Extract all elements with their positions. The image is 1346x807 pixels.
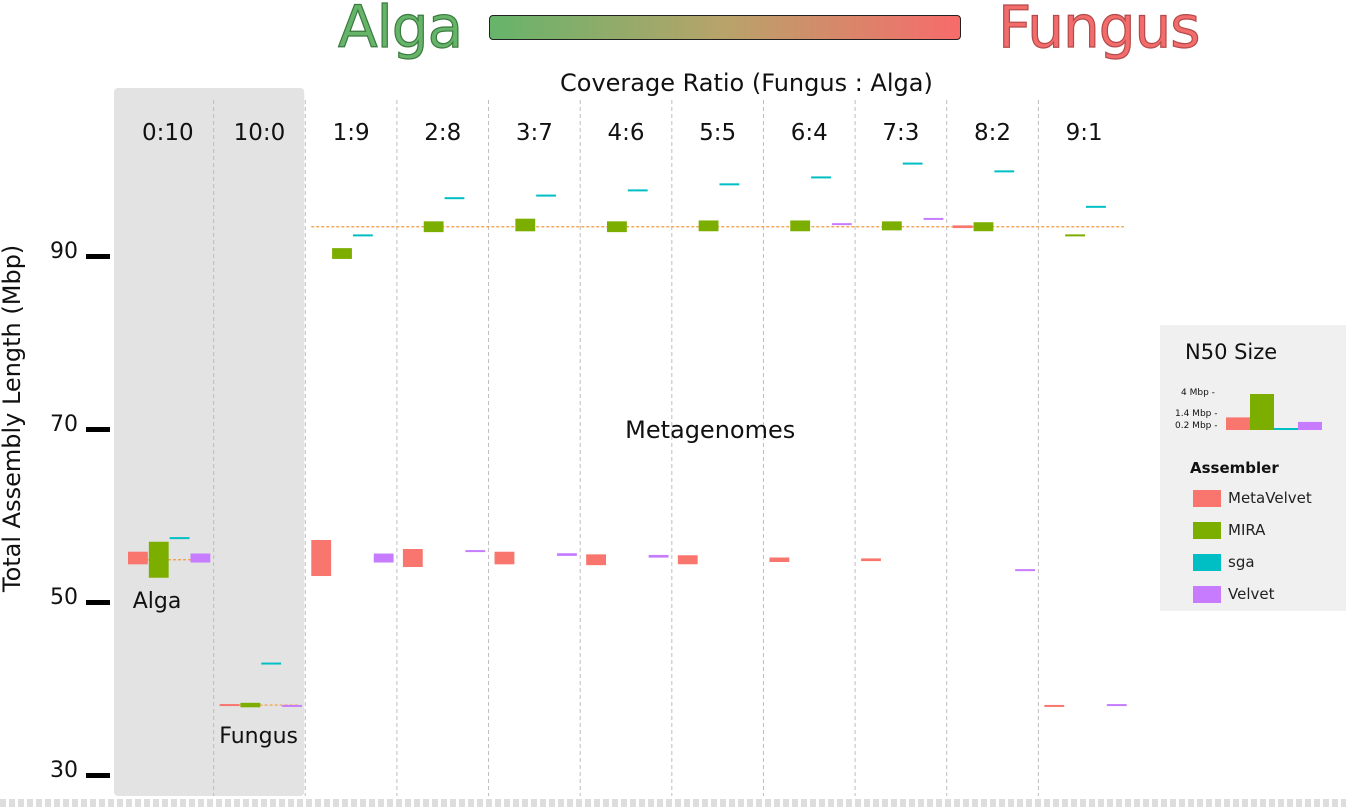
category-label: 1:9 <box>333 120 370 146</box>
bar-mira <box>607 221 627 233</box>
y-tick-label: 70 <box>50 412 78 437</box>
category-label: 7:3 <box>882 120 919 146</box>
bar-metavelvet <box>219 704 240 707</box>
bar-metavelvet <box>1044 704 1065 707</box>
y-tick-label: 90 <box>50 239 78 264</box>
bar-sga <box>1086 205 1106 208</box>
bar-sga <box>536 194 557 197</box>
bar-mira <box>790 220 811 232</box>
category-label: 5:5 <box>699 120 736 146</box>
category-label: 6:4 <box>791 120 828 146</box>
category-label: 0:10 <box>142 120 194 146</box>
bar-mira <box>332 248 352 259</box>
fungus-header-word: Fungus <box>997 0 1201 61</box>
bar-mira <box>1065 234 1086 237</box>
annotation-label: Alga <box>133 589 182 614</box>
bar-velvet <box>282 704 302 707</box>
y-tick-label: 30 <box>50 758 78 783</box>
bar-mira <box>240 702 261 708</box>
bar-mira <box>515 218 536 232</box>
n50-label-4mbp: 4 Mbp - <box>1181 388 1215 398</box>
legend-swatch-mira <box>1193 522 1221 539</box>
y-tick-label: 50 <box>50 585 78 610</box>
legend-label-metavelvet: MetaVelvet <box>1228 489 1312 507</box>
bar-metavelvet <box>311 540 332 577</box>
bar-metavelvet <box>769 557 790 562</box>
legend-label-velvet: Velvet <box>1228 585 1275 603</box>
n50-legend-bar <box>1226 417 1250 430</box>
bar-sga <box>261 662 282 665</box>
legend-swatch-velvet <box>1193 586 1221 603</box>
bar-sga <box>444 197 465 200</box>
legend-label-mira: MIRA <box>1228 521 1266 539</box>
category-label: 3:7 <box>516 120 553 146</box>
bar-sga <box>902 162 923 165</box>
bar-velvet <box>1106 704 1127 707</box>
y-tick-mark <box>86 427 110 432</box>
coverage-gradient-bar <box>489 15 961 40</box>
n50-legend-bar <box>1298 421 1322 430</box>
cropped-caption-strip <box>0 799 1346 807</box>
bar-sga <box>811 176 831 179</box>
assembler-legend-title: Assembler <box>1190 459 1279 477</box>
bar-metavelvet <box>128 551 148 565</box>
chart-subtitle: Coverage Ratio (Fungus : Alga) <box>560 69 933 97</box>
bar-mira <box>973 222 994 232</box>
alga-header-word: Alga <box>337 0 463 61</box>
bar-sga <box>169 537 190 540</box>
n50-legend-bar <box>1274 428 1298 430</box>
n50-label-0-2mbp: 0.2 Mbp - <box>1175 421 1218 431</box>
bar-velvet <box>465 550 486 553</box>
n50-legend-bar <box>1250 394 1274 430</box>
bar-sga <box>719 183 740 186</box>
legend-panel <box>1160 325 1346 611</box>
bar-sga <box>352 234 373 237</box>
legend-swatch-sga <box>1193 554 1221 571</box>
bar-velvet <box>1015 569 1036 572</box>
bar-sga <box>994 170 1015 173</box>
y-tick-mark <box>86 254 110 259</box>
legend-swatch-metavelvet <box>1193 490 1221 507</box>
bar-sga <box>627 189 648 192</box>
n50-legend-bars <box>1226 394 1322 430</box>
bar-mira <box>881 221 902 231</box>
legend-label-sga: sga <box>1228 553 1255 571</box>
reference-panel <box>114 88 305 796</box>
bar-metavelvet <box>586 554 607 566</box>
category-label: 9:1 <box>1066 120 1103 146</box>
bar-velvet <box>373 553 394 563</box>
annotation-label: Metagenomes <box>625 416 795 444</box>
y-tick-mark <box>86 600 110 605</box>
bar-metavelvet <box>402 549 423 568</box>
bar-metavelvet <box>494 551 515 565</box>
category-label: 10:0 <box>234 120 286 146</box>
bar-mira <box>148 541 169 578</box>
bar-velvet <box>648 554 669 558</box>
bar-velvet <box>923 217 944 220</box>
annotation-label: Fungus <box>219 724 298 749</box>
bar-metavelvet <box>952 225 973 229</box>
y-tick-mark <box>86 773 110 778</box>
bar-velvet <box>557 553 577 556</box>
category-label: 2:8 <box>424 120 461 146</box>
n50-legend-title: N50 Size <box>1185 340 1278 364</box>
category-label: 8:2 <box>974 120 1011 146</box>
bar-mira <box>423 221 444 233</box>
bar-velvet <box>190 553 211 563</box>
bar-metavelvet <box>861 558 881 562</box>
n50-label-1-4mbp: 1.4 Mbp - <box>1175 409 1218 419</box>
bar-metavelvet <box>677 555 698 565</box>
bar-velvet <box>831 223 852 226</box>
bar-mira <box>698 220 719 232</box>
category-label: 4:6 <box>607 120 644 146</box>
